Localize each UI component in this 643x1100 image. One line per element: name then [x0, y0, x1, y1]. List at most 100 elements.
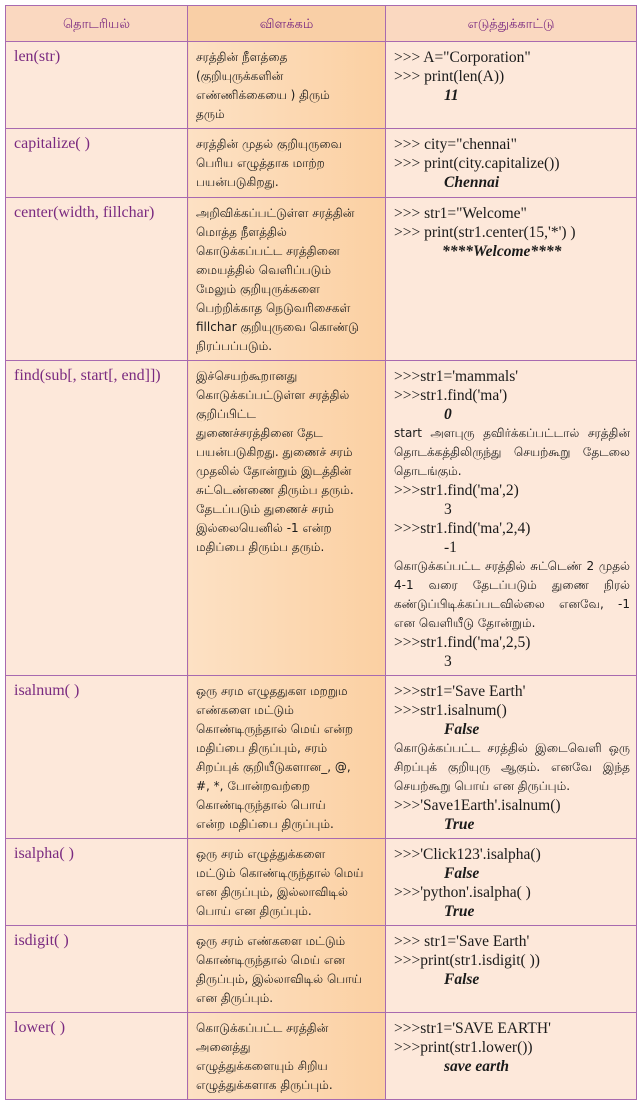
description-line: மையத்தில் வெளிப்படும் [196, 263, 332, 277]
explanation-note: கொடுக்கப்பட்ட சரத்தில் சுட்டெண் 2 முதல் … [394, 559, 630, 630]
description-line: ஒரு சரம எழுததுகள மறறும [196, 684, 348, 698]
description-line: பெற்றிக்காத நெடுவரிசைகள் [196, 301, 351, 315]
description-line: அனைத்து [196, 1040, 251, 1054]
function-description: சரத்தின் முதல் குறியுருவை பெரிய எழுத்தாக … [187, 128, 386, 198]
description-line: கொடுக்கப்பட்டுள்ள சரத்தில் [196, 388, 350, 402]
description-line: கொண்டிருந்தால் பொய் [196, 798, 326, 812]
table-row: capitalize( ) சரத்தின் முதல் குறியுருவை பெ… [5, 128, 637, 198]
description-line: மதிப்பை திரும்ப தரும். [196, 540, 325, 554]
description-line: எழுத்துக்களையும் சிறிய [196, 1059, 328, 1073]
description-line: எண்ணிக்கையை ) திரும் [196, 88, 330, 102]
code-line: >>> city="chennai" [394, 136, 517, 153]
function-example: >>> str1='Save Earth' >>>print(str1.isdig… [385, 925, 637, 1013]
description-line: மட்டும் கொண்டிருந்தால் மெய் [196, 866, 364, 880]
table-row: lower( ) கொடுக்கப்பட்ட சரத்தின் அனைத்து எழு… [5, 1012, 637, 1100]
code-line: >>> print(len(A)) [394, 68, 505, 85]
function-syntax: isdigit( ) [5, 925, 188, 1013]
function-syntax: isalpha( ) [5, 838, 188, 926]
description-line: குறிப்பிட்ட [196, 407, 256, 421]
code-line: >>>str1.find('ma',2,5) [394, 634, 531, 651]
output-line: False [444, 721, 480, 738]
description-line: சரத்தின் முதல் குறியுருவை [196, 137, 343, 151]
output-line: -1 [444, 539, 457, 556]
description-line: என திருப்பும், இல்லாவிடில் [196, 885, 348, 899]
code-line: >>>str1='mammals' [394, 368, 519, 385]
code-line: >>>'Save1Earth'.isalnum() [394, 797, 561, 814]
code-line: >>> str1='Save Earth' [394, 933, 530, 950]
function-description: சரத்தின் நீளத்தை (குறியுருக்களின் எண்ணிக்க… [187, 41, 386, 129]
explanation-note: start அளபுரு தவிர்க்கப்பட்டால் சரத்தின் … [394, 426, 630, 478]
function-example: >>>'Click123'.isalpha() False >>>'python'.… [385, 838, 637, 926]
description-line: ஒரு சரம் எண்களை மட்டும் [196, 934, 346, 948]
description-line: இல்லையெனில் -1 என்ற [196, 521, 332, 535]
description-line: fillchar குறியுருவை கொண்டு [196, 320, 359, 334]
description-line: பெரிய எழுத்தாக மாற்ற [196, 156, 325, 170]
table-row: isalpha( ) ஒரு சரம் எழுத்துக்களை மட்டும் க… [5, 838, 637, 926]
explanation-note: கொடுக்கப்பட்ட சரத்தில் இடைவெளி ஒரு சிறப்… [394, 741, 630, 793]
function-example: >>>str1='SAVE EARTH' >>>print(str1.lower(… [385, 1012, 637, 1100]
description-line: துணைச்சரத்தினை தேட [196, 426, 323, 440]
code-line: >>>print(str1.lower()) [394, 1039, 533, 1056]
table-row: len(str) சரத்தின் நீளத்தை (குறியுருக்களின்… [5, 41, 637, 129]
table-row: find(sub[, start[, end]]) இச்செயற்கூறானது… [5, 360, 637, 676]
code-line: >>>str1.isalnum() [394, 702, 507, 719]
description-line: கொடுக்கப்பட்ட சரத்தினை [196, 244, 340, 258]
table-row: isdigit( ) ஒரு சரம் எண்களை மட்டும் கொண்டிர… [5, 925, 637, 1013]
table-row: center(width, fillchar) அறிவிக்கப்பட்டுள்… [5, 197, 637, 361]
function-example: >>>str1='mammals' >>>str1.find('ma') 0 star… [385, 360, 637, 676]
output-line: 0 [444, 406, 452, 423]
code-line: >>>print(str1.isdigit( )) [394, 952, 540, 969]
code-line: >>> A="Corporation" [394, 49, 531, 66]
description-line: பயன்படுகிறது. [196, 175, 279, 189]
description-line: ஒரு சரம் எழுத்துக்களை [196, 847, 326, 861]
description-line: தேடப்படும் துணைச் சரம் [196, 502, 334, 516]
description-line: (குறியுருக்களின் [196, 69, 284, 83]
function-description: இச்செயற்கூறானது கொடுக்கப்பட்டுள்ள சரத்தில… [187, 360, 386, 676]
description-line: மதிப்பை திருப்பும், சரம் [196, 741, 328, 755]
description-line: தரும் [196, 107, 225, 121]
function-syntax: find(sub[, start[, end]]) [5, 360, 188, 676]
code-line: >>>'python'.isalpha( ) [394, 884, 531, 901]
code-line: >>>str1='Save Earth' [394, 683, 526, 700]
description-line: பயன்படுகிறது. துணைச் சரம் [196, 445, 353, 459]
code-line: >>> print(str1.center(15,'*') ) [394, 224, 576, 241]
output-line: Chennai [444, 174, 500, 191]
code-line: >>>str1.find('ma',2,4) [394, 520, 531, 537]
header-example: எடுத்துக்காட்டு [385, 5, 637, 42]
function-description: ஒரு சரம் எண்களை மட்டும் கொண்டிருந்தால் மெ… [187, 925, 386, 1013]
function-example: >>> A="Corporation" >>> print(len(A)) 11 [385, 41, 637, 129]
code-line: >>>str1='SAVE EARTH' [394, 1020, 551, 1037]
function-description: கொடுக்கப்பட்ட சரத்தின் அனைத்து எழுத்துக்கள… [187, 1012, 386, 1100]
output-line: 3 [444, 653, 452, 670]
output-line: False [444, 865, 480, 882]
function-syntax: lower( ) [5, 1012, 188, 1100]
output-line: True [444, 903, 475, 920]
header-description: விளக்கம் [187, 5, 386, 42]
function-syntax: center(width, fillchar) [5, 197, 188, 361]
description-line: முதலில் தோன்றும் இடத்தின் [196, 464, 352, 478]
string-functions-table: தொடரியல் விளக்கம் எடுத்துக்காட்டு len(st… [5, 5, 637, 1100]
table-row: isalnum( ) ஒரு சரம எழுததுகள மறறும எண்களை ம… [5, 675, 637, 839]
code-line: >>> str1="Welcome" [394, 205, 527, 222]
code-line: >>> print(city.capitalize()) [394, 155, 560, 172]
description-line: மொத்த நீளத்தில் [196, 225, 287, 239]
description-line: இச்செயற்கூறானது [196, 369, 298, 383]
function-syntax: len(str) [5, 41, 188, 129]
function-example: >>>str1='Save Earth' >>>str1.isalnum() Fal… [385, 675, 637, 839]
header-row: தொடரியல் விளக்கம் எடுத்துக்காட்டு [5, 5, 637, 42]
output-line: save earth [444, 1058, 510, 1075]
description-line: சிறப்புக் குறியீடுகளான_, @, [196, 760, 351, 774]
function-example: >>> str1="Welcome" >>> print(str1.center(… [385, 197, 637, 361]
description-line: என திருப்பும். [196, 991, 274, 1005]
description-line: சுட்டெண்ணை திரும்ப தரும். [196, 483, 354, 497]
function-example: >>> city="chennai" >>> print(city.capital… [385, 128, 637, 198]
header-syntax: தொடரியல் [5, 5, 188, 42]
output-line: 3 [444, 501, 452, 518]
output-line: ****Welcome**** [442, 243, 562, 260]
description-line: சரத்தின் நீளத்தை [196, 50, 288, 64]
description-line: எண்களை மட்டும் [196, 703, 294, 717]
function-description: ஒரு சரம எழுததுகள மறறும எண்களை மட்டும் கொண்… [187, 675, 386, 839]
function-syntax: isalnum( ) [5, 675, 188, 839]
description-line: திருப்பும், இல்லாவிடில் பொய் [196, 972, 362, 986]
function-description: ஒரு சரம் எழுத்துக்களை மட்டும் கொண்டிருந்த… [187, 838, 386, 926]
